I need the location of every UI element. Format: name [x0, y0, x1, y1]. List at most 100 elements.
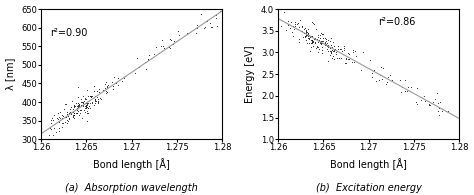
Point — [114, 83, 121, 86]
Point — [304, 34, 311, 37]
Point — [322, 39, 329, 43]
Point — [317, 42, 325, 45]
Point — [52, 130, 59, 134]
Point — [68, 112, 75, 115]
Point — [37, 132, 45, 135]
Point — [285, 19, 292, 22]
Point — [321, 37, 329, 40]
Point — [397, 79, 404, 82]
Point — [438, 109, 446, 112]
Point — [71, 105, 78, 109]
Point — [298, 24, 306, 27]
Point — [339, 52, 347, 55]
Point — [77, 101, 84, 104]
Point — [349, 50, 356, 53]
Point — [109, 85, 117, 88]
Point — [330, 50, 338, 53]
Point — [333, 57, 340, 60]
Point — [91, 94, 99, 97]
Point — [102, 80, 110, 83]
Point — [55, 116, 63, 119]
Point — [55, 126, 63, 129]
Point — [313, 38, 320, 41]
Point — [81, 105, 89, 108]
Point — [78, 116, 85, 119]
Point — [207, 25, 215, 28]
Point — [68, 99, 76, 102]
Point — [84, 112, 91, 115]
Point — [206, 21, 214, 24]
Point — [79, 105, 87, 108]
X-axis label: Bond length [Å]: Bond length [Å] — [330, 158, 407, 170]
Text: (b)  Excitation energy: (b) Excitation energy — [316, 183, 422, 193]
Point — [84, 106, 91, 109]
Point — [285, 22, 292, 25]
Point — [64, 119, 72, 122]
Point — [368, 72, 375, 75]
Point — [86, 94, 94, 97]
Point — [399, 86, 406, 89]
Point — [63, 103, 70, 106]
Point — [171, 39, 178, 42]
Point — [108, 81, 116, 84]
Point — [71, 111, 78, 114]
Point — [63, 112, 71, 115]
Point — [316, 41, 323, 44]
Point — [306, 35, 314, 38]
Point — [333, 50, 341, 53]
Point — [103, 91, 111, 94]
Point — [47, 127, 55, 130]
Point — [155, 51, 163, 55]
Point — [80, 103, 87, 106]
Point — [328, 45, 336, 48]
Point — [340, 48, 347, 51]
Point — [82, 107, 89, 110]
Point — [289, 35, 297, 38]
Point — [120, 76, 128, 79]
Point — [62, 103, 69, 106]
Point — [85, 101, 92, 104]
Point — [300, 28, 308, 31]
Point — [159, 44, 167, 48]
Point — [90, 103, 98, 106]
Point — [325, 43, 332, 46]
Point — [165, 45, 173, 48]
Point — [67, 112, 74, 115]
Point — [95, 88, 103, 91]
Point — [89, 95, 96, 98]
Point — [71, 109, 79, 112]
Point — [324, 50, 331, 53]
Point — [308, 41, 316, 44]
Point — [352, 50, 359, 53]
Point — [420, 95, 428, 98]
Point — [167, 39, 175, 42]
Point — [97, 97, 104, 100]
Point — [102, 89, 110, 92]
Point — [91, 99, 99, 102]
Point — [343, 58, 350, 61]
Point — [80, 95, 87, 98]
Point — [334, 44, 342, 47]
Point — [434, 109, 441, 112]
Point — [91, 90, 98, 93]
Point — [307, 38, 315, 41]
Point — [73, 108, 81, 111]
Point — [136, 65, 143, 68]
Point — [435, 113, 443, 117]
Point — [315, 39, 323, 42]
Point — [82, 105, 90, 108]
Point — [316, 40, 324, 43]
Point — [309, 38, 316, 42]
Point — [74, 105, 82, 108]
Point — [76, 111, 83, 114]
Point — [47, 122, 55, 125]
Point — [317, 41, 325, 44]
Point — [302, 33, 310, 36]
Point — [309, 40, 316, 43]
Point — [61, 121, 68, 124]
Point — [55, 120, 63, 123]
Point — [284, 24, 292, 27]
Point — [425, 104, 433, 107]
Point — [145, 58, 152, 61]
Point — [50, 126, 57, 129]
